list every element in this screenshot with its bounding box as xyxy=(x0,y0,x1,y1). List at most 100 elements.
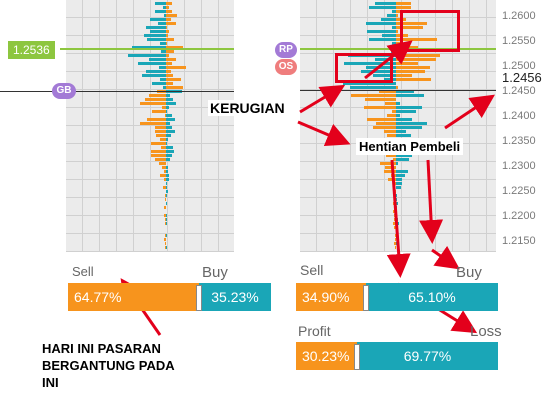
histogram-bar xyxy=(156,134,166,137)
price-tick: 1.2400 xyxy=(502,110,536,122)
left-sell-bar: 64.77% xyxy=(68,283,199,311)
histogram-bar xyxy=(166,218,167,221)
profit-ratio-handle[interactable] xyxy=(354,344,360,370)
highlight-box-upper xyxy=(400,10,460,52)
histogram-bar xyxy=(151,150,166,153)
histogram-bar xyxy=(166,2,172,5)
histogram-bar xyxy=(149,58,166,61)
histogram-bar xyxy=(140,102,166,105)
histogram-bar xyxy=(166,182,167,185)
right-buy-bar: 65.10% xyxy=(366,283,498,311)
histogram-bar xyxy=(166,126,172,129)
left-ratio-handle[interactable] xyxy=(196,285,202,311)
histogram-bar xyxy=(396,30,398,33)
histogram-bar xyxy=(166,146,173,149)
gb-badge[interactable]: GB xyxy=(52,83,76,99)
histogram-bar xyxy=(396,154,412,157)
histogram-bar xyxy=(396,106,422,109)
right-buy-label: Buy xyxy=(456,264,482,281)
price-tick: 1.2300 xyxy=(502,160,536,172)
histogram-bar xyxy=(166,194,167,197)
histogram-bar xyxy=(162,106,166,109)
histogram-bar xyxy=(395,238,396,241)
price-tick: 1.2150 xyxy=(502,235,536,247)
histogram-bar xyxy=(128,54,166,57)
histogram-bar xyxy=(166,10,172,13)
histogram-bar xyxy=(380,162,396,165)
histogram-bar xyxy=(396,70,425,73)
histogram-bar xyxy=(394,242,396,245)
hari-ini-line-2: BERGANTUNG PADA xyxy=(42,358,175,373)
histogram-bar xyxy=(166,94,170,97)
histogram-bar xyxy=(159,66,166,69)
histogram-bar xyxy=(132,46,166,49)
histogram-bar xyxy=(395,246,396,249)
price-tick: 1.2450 xyxy=(502,85,536,97)
histogram-bar xyxy=(166,158,170,161)
histogram-bar xyxy=(162,166,166,169)
histogram-bar xyxy=(367,30,396,33)
histogram-bar xyxy=(375,58,396,61)
histogram-bar xyxy=(396,182,402,185)
histogram-bar xyxy=(155,2,166,5)
histogram-bar xyxy=(166,186,167,189)
histogram-bar xyxy=(369,6,396,9)
kerugian-label: KERUGIAN xyxy=(208,100,287,116)
histogram-bar xyxy=(142,74,166,77)
histogram-bar xyxy=(396,22,427,25)
histogram-bar xyxy=(396,178,402,181)
histogram-bar xyxy=(396,114,400,117)
histogram-bar xyxy=(165,218,166,221)
histogram-bar xyxy=(161,146,166,149)
histogram-bar xyxy=(382,34,396,37)
histogram-bar xyxy=(344,62,396,65)
histogram-bar xyxy=(396,14,398,17)
histogram-bar xyxy=(396,94,424,97)
histogram-bar xyxy=(166,58,176,61)
histogram-bar xyxy=(386,154,396,157)
histogram-bar xyxy=(152,82,166,85)
histogram-bar xyxy=(159,162,166,165)
histogram-bar xyxy=(166,222,167,225)
loss-bar: 69.77% xyxy=(357,342,498,370)
histogram-bar xyxy=(166,86,183,89)
histogram-bar xyxy=(155,126,166,129)
rp-badge[interactable]: RP xyxy=(275,42,297,58)
histogram-bar xyxy=(166,214,167,217)
histogram-bar xyxy=(163,86,166,89)
os-badge[interactable]: OS xyxy=(275,59,297,75)
histogram-bar xyxy=(396,162,398,165)
price-tick: 1.2550 xyxy=(502,35,536,47)
histogram-bar xyxy=(166,38,174,41)
histogram-bar xyxy=(166,174,169,177)
histogram-bar xyxy=(392,26,396,29)
histogram-bar xyxy=(166,170,168,173)
loss-label: Loss xyxy=(470,323,502,340)
histogram-bar xyxy=(396,130,406,133)
histogram-bar xyxy=(166,62,172,65)
histogram-bar xyxy=(366,66,396,69)
hari-ini-note: HARI INI PASARAN BERGANTUNG PADA INI xyxy=(42,340,175,391)
histogram-bar xyxy=(379,90,396,93)
highlight-box-lower xyxy=(335,53,393,83)
histogram-bar xyxy=(166,30,169,33)
histogram-bar xyxy=(165,246,166,249)
histogram-bar xyxy=(164,170,166,173)
histogram-bar xyxy=(165,114,166,117)
histogram-bar xyxy=(145,98,166,101)
histogram-bar xyxy=(166,82,173,85)
histogram-bar xyxy=(166,122,170,125)
histogram-bar xyxy=(147,38,166,41)
right-current-line xyxy=(300,90,558,91)
histogram-bar xyxy=(163,6,166,9)
left-price-tag: 1.2536 xyxy=(8,41,55,59)
left-orderbook-chart xyxy=(66,0,234,252)
histogram-bar xyxy=(384,130,396,133)
right-ratio-handle[interactable] xyxy=(363,285,369,311)
histogram-bar xyxy=(166,202,167,205)
price-tick: 1.2250 xyxy=(502,185,536,197)
histogram-bar xyxy=(369,38,396,41)
histogram-bar xyxy=(396,134,411,137)
histogram-bar xyxy=(166,106,169,109)
left-buy-bar: 35.23% xyxy=(199,283,271,311)
